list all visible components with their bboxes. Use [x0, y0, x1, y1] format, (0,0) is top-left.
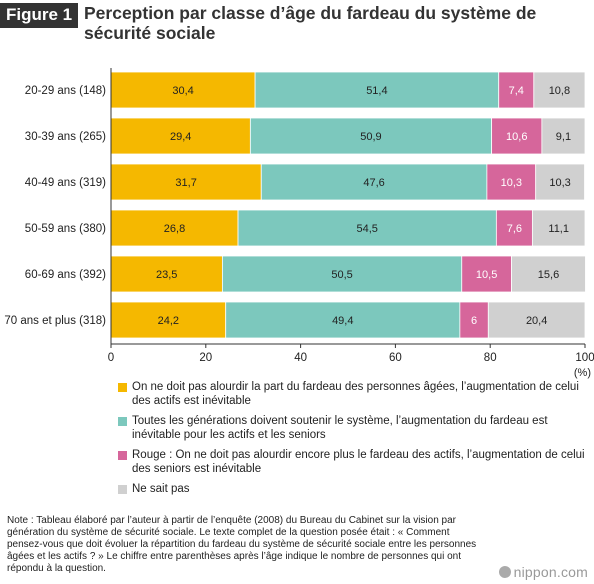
stacked-bar-chart: 20-29 ans (148) 30,4 51,4 7,4 10,8 30-39 ans …: [4, 68, 594, 379]
brand-text: nippon.com: [513, 564, 588, 580]
x-tick-label: 20: [199, 352, 212, 364]
legend-swatch: [118, 451, 127, 460]
bar-segment: [531, 209, 586, 247]
bar-segment: [110, 301, 227, 339]
data-label: 29,4: [170, 131, 191, 143]
category-label: 50-59 ans (380): [25, 223, 106, 235]
category-label: 40-49 ans (319): [25, 177, 106, 189]
bar-segment: [511, 255, 586, 293]
source-note: Note : Tableau élaboré par l’auteur à pa…: [7, 515, 477, 574]
x-tick-label: 80: [484, 352, 497, 364]
bar-segment: [110, 117, 251, 155]
bar-segment: [541, 117, 586, 155]
legend-label: On ne doit pas alourdir la part du farde…: [132, 381, 579, 407]
bar-segment: [535, 163, 585, 201]
bar-segment: [237, 209, 497, 247]
bar-segment: [249, 117, 493, 155]
x-tick-label: 100: [575, 352, 594, 364]
data-label: 6: [471, 315, 477, 327]
data-label: 50,9: [360, 131, 381, 143]
legend-item: Toutes les générations doivent soutenir …: [118, 414, 588, 442]
legend-label: Ne sait pas: [132, 483, 190, 495]
data-label: 23,5: [156, 269, 177, 281]
bar-segment: [533, 71, 586, 109]
figure-label: Figure 1: [0, 3, 79, 28]
data-label: 31,7: [175, 177, 196, 189]
data-label: 11,1: [548, 223, 569, 235]
data-label: 49,4: [332, 315, 353, 327]
category-label: 70 ans et plus (318): [4, 315, 106, 327]
bar-segment: [461, 255, 512, 293]
category-label: 20-29 ans (148): [25, 85, 106, 97]
bar-segment: [459, 301, 489, 339]
x-unit-label: (%): [574, 367, 591, 379]
data-label: 10,8: [549, 85, 570, 97]
figure-header: Figure 1 Perception par classe d’âge du …: [0, 0, 594, 44]
legend-item: Rouge : On ne doit pas alourdir encore p…: [118, 448, 588, 476]
bar-segment: [254, 71, 500, 109]
legend: On ne doit pas alourdir la part du farde…: [118, 380, 588, 502]
data-label: 7,6: [507, 223, 522, 235]
data-label: 15,6: [538, 269, 559, 281]
x-tick-label: 40: [294, 352, 307, 364]
legend-item: Ne sait pas: [118, 482, 588, 496]
legend-item: On ne doit pas alourdir la part du farde…: [118, 380, 588, 408]
bar-segment: [110, 209, 239, 247]
data-label: 10,3: [501, 177, 522, 189]
category-label: 30-39 ans (265): [25, 131, 106, 143]
data-label: 9,1: [556, 131, 571, 143]
x-tick-label: 0: [108, 352, 114, 364]
data-label: 51,4: [366, 85, 387, 97]
chart-title: Perception par classe d’âge du fardeau d…: [84, 3, 537, 43]
data-label: 20,4: [526, 315, 547, 327]
bar-segment: [260, 163, 488, 201]
legend-label: Rouge : On ne doit pas alourdir encore p…: [132, 449, 585, 475]
data-label: 47,6: [363, 177, 384, 189]
data-label: 10,5: [476, 269, 497, 281]
brand-logo: nippon.com: [498, 564, 588, 580]
legend-swatch: [118, 383, 127, 392]
bar-segment: [225, 301, 461, 339]
data-label: 26,8: [164, 223, 185, 235]
x-tick-label: 60: [389, 352, 402, 364]
data-label: 30,4: [172, 85, 193, 97]
nippon-logo-icon: [498, 566, 511, 578]
bar-segment: [498, 71, 535, 109]
legend-label: Toutes les générations doivent soutenir …: [132, 415, 548, 441]
bar-segment: [221, 255, 463, 293]
data-label: 24,2: [158, 315, 179, 327]
bar-segment: [487, 301, 586, 339]
bar-segment: [110, 71, 256, 109]
legend-swatch: [118, 485, 127, 494]
legend-swatch: [118, 417, 127, 426]
data-label: 10,6: [506, 131, 527, 143]
data-label: 7,4: [509, 85, 524, 97]
category-label: 60-69 ans (392): [25, 269, 106, 281]
data-label: 10,3: [549, 177, 570, 189]
data-label: 50,5: [331, 269, 352, 281]
data-label: 54,5: [356, 223, 377, 235]
bar-segment: [491, 117, 543, 155]
